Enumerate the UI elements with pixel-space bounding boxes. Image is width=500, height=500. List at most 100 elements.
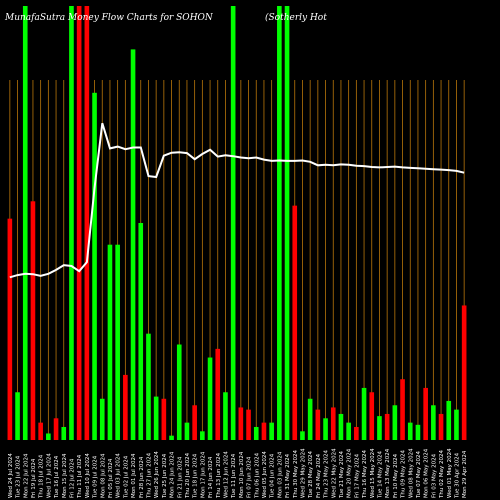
x-tick-label: Thu 16 May 2024 bbox=[362, 450, 368, 499]
volume-bar bbox=[400, 379, 405, 440]
volume-bar bbox=[269, 422, 274, 440]
x-tick-label: Wed 15 May 2024 bbox=[370, 448, 376, 498]
x-tick-label: Mon 29 Apr 2024 bbox=[462, 450, 468, 498]
volume-bar bbox=[415, 424, 421, 440]
volume-bar bbox=[123, 374, 128, 440]
x-tick-label: Tue 02 Jul 2024 bbox=[123, 455, 129, 499]
volume-bar bbox=[361, 387, 367, 440]
x-tick-label: Tue 07 May 2024 bbox=[416, 450, 422, 499]
x-tick-label: Fri 24 May 2024 bbox=[316, 453, 322, 498]
volume-bars bbox=[7, 6, 467, 441]
x-tick-label: Thu 06 Jun 2024 bbox=[254, 452, 260, 499]
x-tick-label: Thu 30 May 2024 bbox=[293, 450, 299, 499]
x-tick-label: Mon 06 May 2024 bbox=[424, 448, 430, 498]
x-tick-label: Fri 03 May 2024 bbox=[431, 453, 437, 498]
volume-bar bbox=[407, 422, 413, 440]
x-tick-label: Mon 10 Jun 2024 bbox=[239, 451, 245, 498]
chart-title: MunafaSutra Money Flow Charts for SOHON bbox=[4, 13, 214, 23]
x-tick-label: Tue 04 Jun 2024 bbox=[270, 453, 276, 499]
volume-bar bbox=[461, 305, 467, 440]
volume-bar bbox=[277, 6, 282, 440]
volume-bar bbox=[153, 396, 159, 440]
volume-bar bbox=[292, 205, 298, 440]
volume-bar bbox=[246, 409, 251, 440]
volume-bar bbox=[15, 392, 20, 440]
x-tick-label: Tue 21 May 2024 bbox=[339, 450, 345, 499]
x-tick-label: Mon 15 Jul 2024 bbox=[62, 453, 68, 498]
volume-bar bbox=[92, 92, 97, 441]
x-tick-label: Thu 02 May 2024 bbox=[439, 450, 445, 499]
volume-bar bbox=[330, 407, 336, 440]
x-tick-label: Fri 05 Jul 2024 bbox=[108, 458, 114, 498]
volume-bar bbox=[307, 398, 313, 440]
volume-bar bbox=[384, 413, 390, 440]
volume-bar bbox=[207, 357, 213, 440]
volume-bar bbox=[46, 433, 51, 440]
x-tick-label: Wed 12 Jun 2024 bbox=[223, 451, 229, 498]
x-tick-label: Mon 03 Jun 2024 bbox=[277, 451, 283, 498]
volume-bar bbox=[431, 405, 436, 440]
volume-bar bbox=[7, 218, 13, 440]
x-tick-label: Wed 10 Jul 2024 bbox=[85, 453, 91, 498]
volume-bar bbox=[392, 405, 398, 440]
volume-bar bbox=[377, 416, 382, 440]
volume-bar bbox=[454, 409, 459, 440]
chart-subtitle: (Sotherly Hot bbox=[265, 12, 327, 23]
volume-bar bbox=[230, 6, 236, 440]
x-tick-label: Tue 18 Jun 2024 bbox=[193, 453, 199, 499]
x-tick-label: Thu 11 Jul 2024 bbox=[77, 454, 83, 499]
x-tick-label: Wed 05 Jun 2024 bbox=[262, 451, 268, 498]
x-tick-label: Wed 26 Jun 2024 bbox=[154, 451, 160, 498]
x-tick-label: Wed 17 Jul 2024 bbox=[46, 453, 52, 498]
x-tick-label: Fri 07 Jun 2024 bbox=[247, 456, 253, 498]
volume-bar bbox=[346, 422, 351, 440]
volume-bar bbox=[354, 426, 359, 440]
x-tick-label: Fri 28 Jun 2024 bbox=[139, 456, 145, 498]
x-tick-label: Thu 27 Jun 2024 bbox=[146, 452, 152, 499]
x-tick-label: Fri 12 Jul 2024 bbox=[69, 458, 75, 498]
volume-bar bbox=[446, 400, 452, 440]
x-tick-label: Thu 23 May 2024 bbox=[324, 450, 330, 499]
x-tick-label: Wed 24 Jul 2024 bbox=[8, 453, 14, 498]
x-tick-label: Mon 24 Jun 2024 bbox=[170, 451, 176, 498]
x-tick-label: Tue 14 May 2024 bbox=[377, 450, 383, 499]
volume-bar bbox=[169, 435, 174, 440]
volume-bar bbox=[200, 431, 205, 440]
x-tick-label: Fri 19 Jul 2024 bbox=[31, 458, 37, 498]
volume-bar bbox=[215, 348, 221, 440]
volume-bar bbox=[38, 422, 43, 440]
volume-bar bbox=[22, 6, 28, 440]
volume-bar bbox=[61, 426, 67, 440]
volume-bar bbox=[238, 407, 244, 440]
volume-bar bbox=[261, 422, 267, 440]
volume-bar bbox=[284, 6, 290, 440]
x-tick-label: Tue 28 May 2024 bbox=[308, 450, 314, 499]
x-tick-label: Thu 09 May 2024 bbox=[401, 450, 407, 499]
volume-bar bbox=[84, 6, 90, 440]
x-tick-label: Tue 16 Jul 2024 bbox=[54, 455, 60, 499]
volume-bar bbox=[253, 426, 259, 440]
x-tick-label: Wed 08 May 2024 bbox=[408, 448, 414, 498]
volume-bar bbox=[146, 333, 151, 440]
x-axis-labels: Wed 24 Jul 2024 Tue 23 Jul 2024 Mon 22 Jul… bbox=[8, 448, 468, 499]
x-tick-label: Mon 20 May 2024 bbox=[347, 448, 353, 498]
x-tick-label: Mon 13 May 2024 bbox=[385, 448, 391, 498]
volume-bar bbox=[223, 392, 228, 440]
volume-bar bbox=[161, 398, 167, 440]
volume-bar bbox=[192, 405, 197, 440]
x-tick-label: Tue 23 Jul 2024 bbox=[16, 455, 22, 499]
x-tick-label: Fri 31 May 2024 bbox=[285, 453, 291, 498]
volume-bar bbox=[99, 398, 105, 440]
volume-bar bbox=[315, 409, 321, 440]
x-tick-label: Tue 25 Jun 2024 bbox=[162, 453, 168, 499]
x-tick-label: Wed 03 Jul 2024 bbox=[116, 453, 122, 498]
volume-bar bbox=[69, 6, 74, 440]
volume-bar bbox=[115, 244, 120, 440]
x-tick-label: Thu 13 Jun 2024 bbox=[216, 452, 222, 499]
x-tick-label: Mon 08 Jul 2024 bbox=[100, 453, 106, 498]
x-tick-label: Thu 20 Jun 2024 bbox=[185, 452, 191, 499]
volume-bar bbox=[130, 49, 136, 441]
x-tick-label: Mon 01 Jul 2024 bbox=[131, 453, 137, 498]
volume-bar bbox=[338, 413, 344, 440]
x-tick-label: Fri 21 Jun 2024 bbox=[177, 456, 183, 498]
